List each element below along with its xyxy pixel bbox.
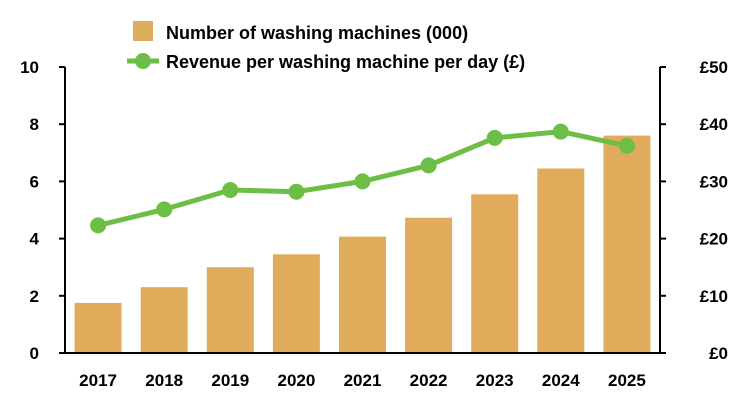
bar-2020 [272, 254, 320, 353]
right-tick-label: £50 [700, 58, 728, 77]
bar-2022 [405, 217, 453, 353]
line-series [90, 123, 635, 234]
legend: Number of washing machines (000) Revenue… [127, 21, 525, 72]
line-point-2020 [288, 183, 305, 200]
line-point-2024 [552, 123, 569, 140]
x-tick-label: 2020 [277, 371, 315, 390]
bar-2017 [74, 302, 122, 353]
bar-2019 [206, 267, 254, 353]
legend-line-label: Revenue per washing machine per day (£) [166, 52, 525, 72]
left-tick-label: 0 [30, 344, 39, 363]
line-point-2022 [420, 157, 437, 174]
legend-bar-swatch [133, 21, 153, 41]
line-point-2025 [618, 137, 635, 154]
line-point-2019 [222, 182, 239, 198]
x-tick-label: 2025 [608, 371, 646, 390]
legend-bar-label: Number of washing machines (000) [166, 23, 468, 43]
line-point-2017 [90, 217, 107, 234]
right-tick-label: £30 [700, 172, 728, 191]
x-tick-label: 2017 [79, 371, 117, 390]
x-tick-label: 2024 [542, 371, 580, 390]
bar-2024 [537, 168, 585, 353]
x-tick-label: 2018 [145, 371, 183, 390]
right-tick-label: £0 [709, 344, 728, 363]
bar-series [74, 135, 651, 353]
left-tick-label: 4 [30, 230, 40, 249]
line-point-2021 [354, 173, 371, 190]
bar-2023 [471, 194, 519, 353]
right-tick-label: £20 [700, 230, 728, 249]
line-point-2023 [486, 129, 503, 146]
x-tick-label: 2019 [211, 371, 249, 390]
right-tick-label: £10 [700, 287, 728, 306]
bar-2018 [140, 287, 188, 353]
x-tick-label: 2023 [476, 371, 514, 390]
legend-line-marker [135, 53, 151, 69]
bar-2025 [603, 135, 651, 353]
line-point-2018 [156, 201, 173, 218]
x-tick-label: 2021 [344, 371, 382, 390]
left-tick-label: 10 [20, 58, 39, 77]
left-tick-label: 2 [30, 287, 39, 306]
right-tick-label: £40 [700, 115, 728, 134]
left-tick-label: 6 [30, 172, 39, 191]
bar-2021 [339, 236, 386, 353]
axes: 0 2 4 6 8 10 £0 £10 £20 £30 £40 £50 2017 2018 2019 2020… [20, 58, 728, 390]
x-tick-label: 2022 [410, 371, 448, 390]
left-tick-label: 8 [30, 115, 39, 134]
